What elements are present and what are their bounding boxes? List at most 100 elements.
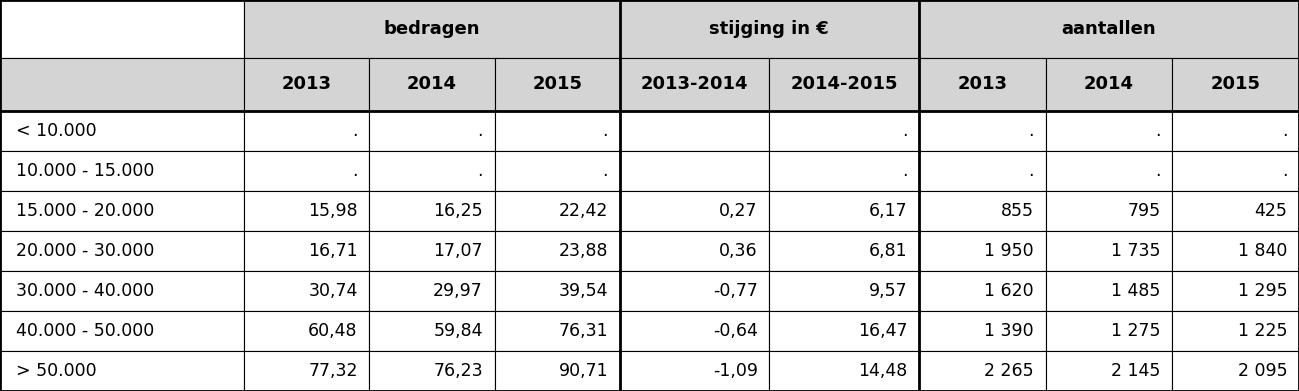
Bar [1172,111,1299,151]
Text: 1 950: 1 950 [985,242,1034,260]
Bar [244,111,369,151]
Text: 2 095: 2 095 [1238,362,1287,380]
Text: 59,84: 59,84 [434,322,483,340]
Bar [1172,58,1299,111]
Bar [495,231,620,271]
Text: .: . [1029,122,1034,140]
Bar [244,191,369,231]
Text: .: . [1282,122,1287,140]
Bar [620,191,769,231]
Text: 1 485: 1 485 [1111,282,1160,300]
Text: .: . [477,162,483,180]
Bar [1046,351,1172,391]
Bar [0,111,244,151]
Bar [495,271,620,311]
Text: 2015: 2015 [533,75,582,93]
Text: stijging in €: stijging in € [709,20,829,38]
Bar [1172,311,1299,351]
Text: .: . [1155,162,1160,180]
Bar [1046,111,1172,151]
Bar [1046,58,1172,111]
Text: 2013: 2013 [957,75,1007,93]
Bar [769,111,918,151]
Bar [1046,311,1172,351]
Text: 1 735: 1 735 [1111,242,1160,260]
Text: 15,98: 15,98 [308,202,357,220]
Bar [918,58,1046,111]
Text: .: . [1155,122,1160,140]
Text: 22,42: 22,42 [559,202,608,220]
Bar [495,111,620,151]
Text: bedragen: bedragen [383,20,481,38]
Text: 2013-2014: 2013-2014 [640,75,748,93]
Bar [1046,151,1172,191]
Bar [495,351,620,391]
Bar [1172,151,1299,191]
Text: 16,71: 16,71 [308,242,357,260]
Bar [0,58,244,111]
Bar [620,311,769,351]
Text: 60,48: 60,48 [308,322,357,340]
Bar [495,191,620,231]
Text: 855: 855 [1002,202,1034,220]
Bar [0,151,244,191]
Text: 90,71: 90,71 [559,362,608,380]
Text: .: . [352,122,357,140]
Bar [1046,191,1172,231]
Bar [769,311,918,351]
Bar [0,0,244,58]
Bar [620,58,769,111]
Bar [495,58,620,111]
Bar [244,351,369,391]
Text: 23,88: 23,88 [559,242,608,260]
Bar [1172,191,1299,231]
Bar [0,191,244,231]
Text: 9,57: 9,57 [869,282,907,300]
Text: 76,31: 76,31 [559,322,608,340]
Text: 20.000 - 30.000: 20.000 - 30.000 [16,242,155,260]
Text: 2014: 2014 [1083,75,1134,93]
Text: -0,64: -0,64 [713,322,757,340]
Bar [620,111,769,151]
Text: 2 145: 2 145 [1111,362,1160,380]
Text: 10.000 - 15.000: 10.000 - 15.000 [16,162,155,180]
Bar [244,0,620,58]
Bar [918,0,1299,58]
Text: 1 275: 1 275 [1111,322,1160,340]
Text: .: . [902,122,907,140]
Text: 0,27: 0,27 [720,202,757,220]
Bar [369,191,495,231]
Text: .: . [477,122,483,140]
Text: 425: 425 [1255,202,1287,220]
Text: 1 225: 1 225 [1238,322,1287,340]
Text: .: . [902,162,907,180]
Text: 2 265: 2 265 [985,362,1034,380]
Bar [369,111,495,151]
Text: 6,81: 6,81 [869,242,907,260]
Bar [244,271,369,311]
Text: .: . [1282,162,1287,180]
Text: .: . [352,162,357,180]
Bar [0,271,244,311]
Bar [244,151,369,191]
Bar [918,231,1046,271]
Bar [769,151,918,191]
Bar [244,311,369,351]
Text: 1 390: 1 390 [985,322,1034,340]
Bar [369,58,495,111]
Bar [1172,271,1299,311]
Text: 15.000 - 20.000: 15.000 - 20.000 [16,202,155,220]
Text: 39,54: 39,54 [559,282,608,300]
Bar [495,151,620,191]
Bar [1172,351,1299,391]
Bar [769,271,918,311]
Bar [369,231,495,271]
Bar [0,351,244,391]
Text: 2014-2015: 2014-2015 [790,75,898,93]
Text: 77,32: 77,32 [308,362,357,380]
Text: 6,17: 6,17 [869,202,907,220]
Bar [918,271,1046,311]
Text: .: . [1029,162,1034,180]
Text: > 50.000: > 50.000 [16,362,96,380]
Text: .: . [603,162,608,180]
